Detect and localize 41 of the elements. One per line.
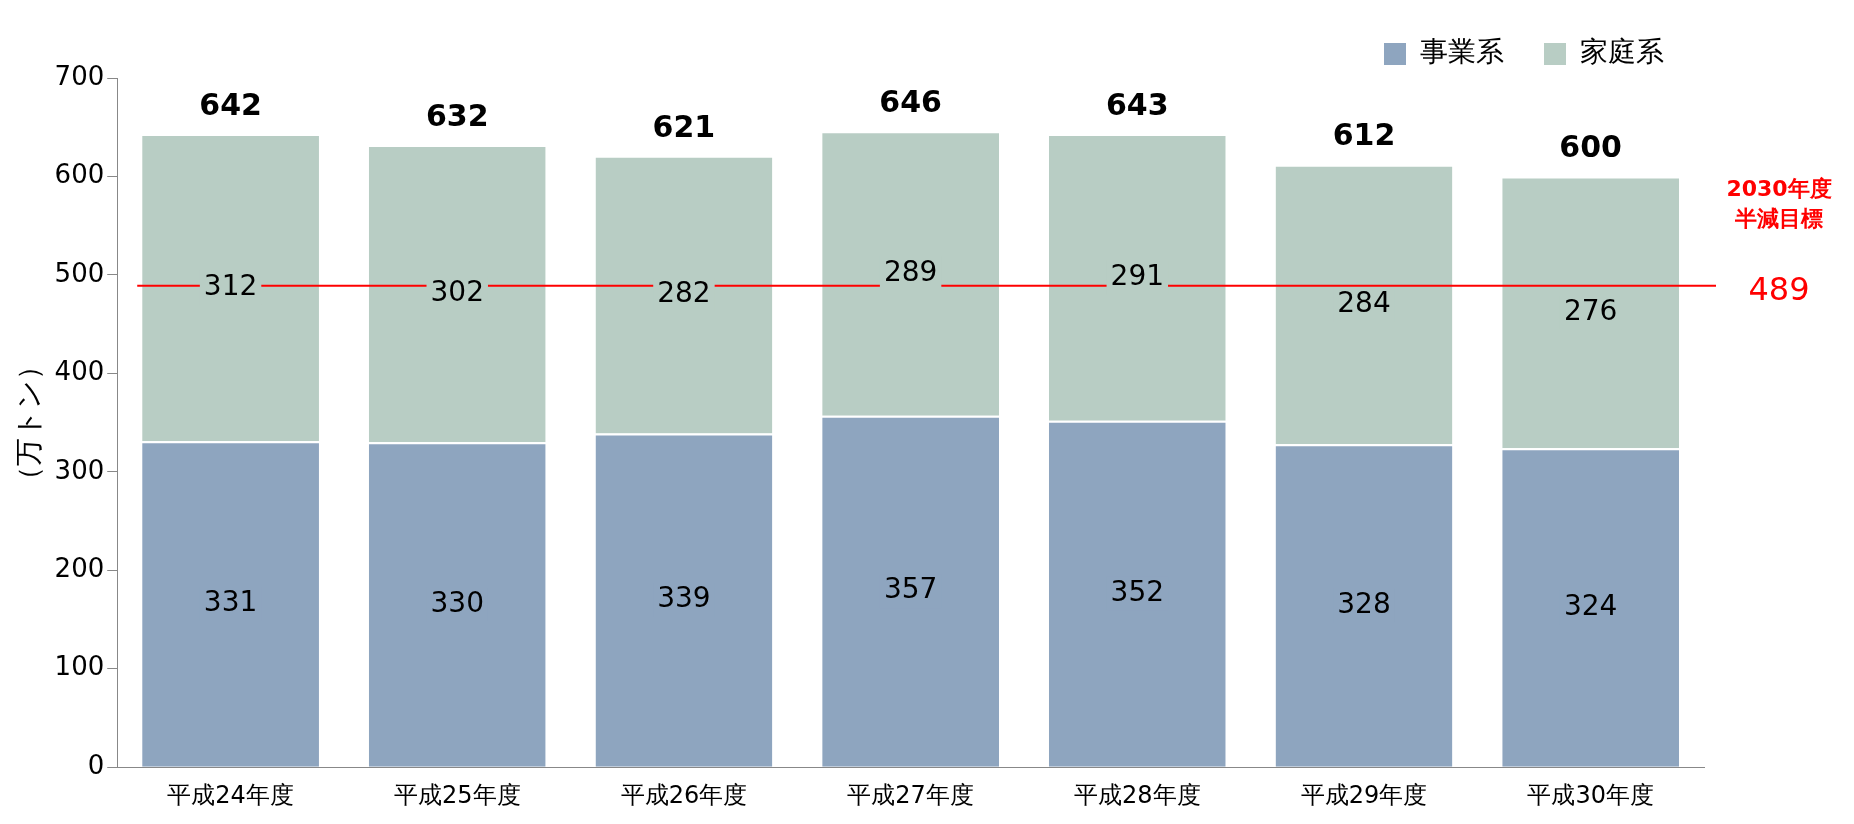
- total-label: 642: [199, 86, 262, 122]
- total-label: 632: [425, 97, 489, 133]
- total-label: 612: [1332, 117, 1396, 153]
- data-label: 330: [430, 585, 484, 619]
- data-label: 357: [883, 572, 938, 606]
- data-label: 324: [1563, 588, 1618, 622]
- data-label: 284: [1337, 285, 1391, 319]
- data-label: 302: [430, 274, 484, 308]
- data-label: 328: [1337, 586, 1391, 620]
- legend-label: 家庭系: [1580, 35, 1664, 69]
- y-axis-title: （万トン）: [12, 351, 46, 494]
- y-tick-label: 400: [54, 356, 105, 387]
- y-tick-label: 500: [54, 257, 105, 288]
- data-label: 312: [203, 268, 258, 302]
- y-tick-label: 700: [54, 60, 105, 91]
- y-tick-label: 200: [54, 553, 105, 584]
- total-label: 643: [1105, 86, 1169, 122]
- x-tick-label: 平成27年度: [847, 780, 974, 809]
- y-tick-label: 0: [87, 749, 105, 780]
- text: 2030年度半減目標: [1726, 176, 1832, 232]
- x-tick-label: 平成28年度: [1074, 780, 1201, 809]
- total-label: 646: [879, 83, 942, 119]
- data-label: 331: [203, 585, 258, 619]
- x-tick-label: 平成30年度: [1527, 780, 1654, 809]
- x-tick-label: 平成29年度: [1300, 780, 1428, 809]
- total-label: 600: [1559, 129, 1622, 165]
- y-tick-label: 600: [54, 159, 105, 190]
- data-label: 339: [657, 581, 711, 615]
- total-label: 621: [652, 108, 716, 144]
- data-label: 289: [883, 254, 938, 288]
- x-tick-label: 平成25年度: [393, 780, 521, 809]
- data-label: 282: [657, 275, 711, 309]
- y-tick-label: 300: [54, 454, 105, 485]
- legend-label: 事業系: [1420, 35, 1504, 69]
- data-label: 352: [1110, 574, 1165, 608]
- data-label: 276: [1563, 293, 1618, 327]
- data-label: 291: [1110, 258, 1165, 292]
- x-tick-label: 平成24年度: [167, 780, 294, 809]
- ref-line-label: 489: [1748, 270, 1810, 309]
- y-tick-label: 100: [54, 651, 105, 682]
- x-tick-label: 平成26年度: [620, 780, 748, 809]
